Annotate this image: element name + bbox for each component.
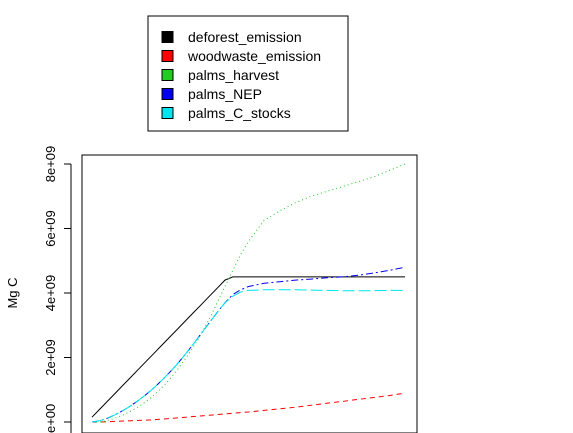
legend-swatch-palms-harvest [161,69,174,81]
y-tick-label: 6e+09 [43,210,58,247]
series-line-palms-C-stocks [91,289,405,423]
legend-label-palms-NEP: palms_NEP [188,86,262,102]
series-line-palms-NEP [91,266,406,423]
legend-box [147,15,349,132]
y-axis: 0e+00 2e+09 4e+09 6e+09 8e+09 [43,146,72,433]
y-tick-label: 2e+09 [43,339,58,376]
y-axis-label: Mg C [5,277,20,308]
legend: deforest_emission woodwaste_emissionpalms… [147,15,349,132]
legend-label-woodwaste-emission: woodwaste_emission [187,48,321,64]
y-tick-label: 0e+00 [43,404,58,433]
plot-frame [81,154,418,433]
series-line-palms-harvest [92,163,406,423]
series-group [91,163,406,423]
y-tick-label: 4e+09 [43,275,58,312]
legend-label-palms-harvest: palms_harvest [188,67,279,83]
legend-label-palms-C-stocks: palms_C_stocks [188,105,291,121]
legend-label-deforest-emission: deforest_emission [188,29,302,45]
legend-swatch-palms-NEP [161,88,174,100]
legend-swatch-deforest-emission [161,31,174,43]
series-line-woodwaste-emission [92,392,406,423]
legend-swatch-woodwaste-emission [161,50,174,62]
y-tick-label: 8e+09 [43,146,58,183]
series-line-deforest-emission [91,276,405,418]
legend-swatch-palms-C-stocks [161,107,174,119]
